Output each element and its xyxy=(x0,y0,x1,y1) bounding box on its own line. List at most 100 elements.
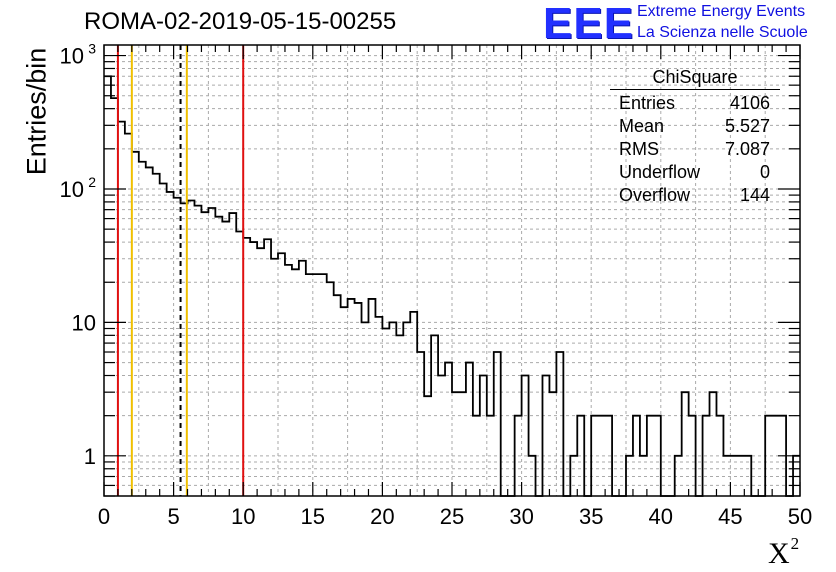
histogram-bin xyxy=(146,167,153,496)
histogram-bin xyxy=(236,232,243,496)
histogram-bin xyxy=(410,312,417,496)
histogram-bin xyxy=(522,376,529,496)
histogram-bin xyxy=(640,456,647,496)
histogram-bin xyxy=(250,242,257,496)
histogram-bin xyxy=(556,352,563,496)
x-tick-label: 20 xyxy=(370,504,394,529)
stats-row-mean: Mean 5.527 xyxy=(610,115,780,138)
histogram-bin xyxy=(529,456,536,496)
histogram-bin xyxy=(229,213,236,496)
histogram-bin xyxy=(577,416,584,496)
stats-value: 0 xyxy=(759,162,770,182)
y-tick-exponent: 2 xyxy=(88,174,96,190)
histogram-bin xyxy=(542,376,549,496)
histogram-bin xyxy=(487,416,494,496)
histogram-bin xyxy=(153,174,160,496)
histogram-bin xyxy=(243,238,250,496)
histogram-bin xyxy=(132,152,139,496)
stats-value: 7.087 xyxy=(724,139,770,159)
stats-title: ChiSquare xyxy=(610,66,780,90)
histogram-bin xyxy=(375,317,382,496)
logo-line-2: La Scienza nelle Scuole xyxy=(637,24,808,41)
histogram-bin xyxy=(222,222,229,496)
histogram-bin xyxy=(675,456,682,496)
stats-box: ChiSquare Entries 4106 Mean 5.527 RMS 7.087… xyxy=(610,66,780,207)
histogram-bin xyxy=(320,274,327,496)
histogram-bin xyxy=(111,98,118,496)
histogram-bin xyxy=(396,335,403,496)
y-tick-label: 10 xyxy=(72,310,96,335)
histogram-bin xyxy=(438,376,445,496)
histogram-bin xyxy=(355,303,362,496)
histogram-bin xyxy=(362,322,369,496)
y-tick-exponent: 3 xyxy=(88,41,96,57)
histogram-bin xyxy=(208,208,215,496)
histogram-bin xyxy=(167,192,174,496)
histogram-bin xyxy=(591,416,598,496)
chart-title: ROMA-02-2019-05-15-00255 xyxy=(84,8,397,35)
histogram-bin xyxy=(682,392,689,496)
histogram-bin xyxy=(605,416,612,496)
histogram-bin xyxy=(368,299,375,496)
histogram-bin xyxy=(716,416,723,496)
histogram-bin xyxy=(417,352,424,496)
x-tick-label: 25 xyxy=(440,504,464,529)
x-tick-label: 45 xyxy=(718,504,742,529)
histogram-bin xyxy=(647,416,654,496)
histogram-bin xyxy=(160,183,167,496)
x-tick-label: 50 xyxy=(788,504,812,529)
histogram-bin xyxy=(515,416,522,496)
eee-logo: EEE xyxy=(543,0,635,48)
histogram-bin xyxy=(278,253,285,496)
histogram-bin xyxy=(215,217,222,496)
histogram-bin xyxy=(710,392,717,496)
histogram-bin xyxy=(389,322,396,496)
stats-label: Entries xyxy=(619,93,676,113)
y-tick-label: 10 xyxy=(60,177,84,202)
histogram-bin xyxy=(633,416,640,496)
histogram-bin xyxy=(139,162,146,496)
stats-label: RMS xyxy=(619,139,659,159)
histogram-bin xyxy=(424,396,431,496)
histogram-bin xyxy=(194,206,201,496)
histogram-bin xyxy=(188,200,195,496)
histogram-bin xyxy=(201,212,208,496)
stats-label: Underflow xyxy=(619,162,701,182)
histogram-bin xyxy=(494,352,501,496)
stats-row-overflow: Overflow 144 xyxy=(610,184,780,207)
histogram-bin xyxy=(480,376,487,496)
histogram-bin xyxy=(118,122,125,496)
histogram-bin xyxy=(313,274,320,496)
stats-label: Overflow xyxy=(619,185,691,205)
y-axis-label: Entries/bin xyxy=(21,47,52,176)
histogram-bin xyxy=(271,259,278,496)
histogram-bin xyxy=(737,456,744,496)
stats-row-underflow: Underflow 0 xyxy=(610,161,780,184)
histogram-bin xyxy=(598,416,605,496)
stats-label: Mean xyxy=(619,116,665,136)
y-tick-label: 10 xyxy=(60,44,84,69)
histogram-bin xyxy=(473,416,480,496)
histogram-bin xyxy=(431,335,438,496)
logo-line-1: Extreme Energy Events xyxy=(637,3,806,20)
stats-row-rms: RMS 7.087 xyxy=(610,138,780,161)
x-axis-label: X2 xyxy=(768,534,799,571)
histogram-bin xyxy=(299,261,306,496)
x-tick-label: 30 xyxy=(509,504,533,529)
x-tick-label: 15 xyxy=(301,504,325,529)
histogram-bin xyxy=(348,299,355,496)
x-tick-label: 10 xyxy=(231,504,255,529)
histogram-bin xyxy=(730,456,737,496)
histogram-bin xyxy=(765,416,772,496)
x-tick-label: 5 xyxy=(167,504,179,529)
histogram-bin xyxy=(327,282,334,496)
histogram-bin xyxy=(549,392,556,496)
histogram-bin xyxy=(334,295,341,496)
histogram-bin xyxy=(452,392,459,496)
histogram-bin xyxy=(570,456,577,496)
stats-value: 5.527 xyxy=(724,116,770,136)
histogram-bin xyxy=(174,198,181,496)
stats-value: 4106 xyxy=(729,93,770,113)
x-axis-label-exponent: 2 xyxy=(790,534,800,553)
